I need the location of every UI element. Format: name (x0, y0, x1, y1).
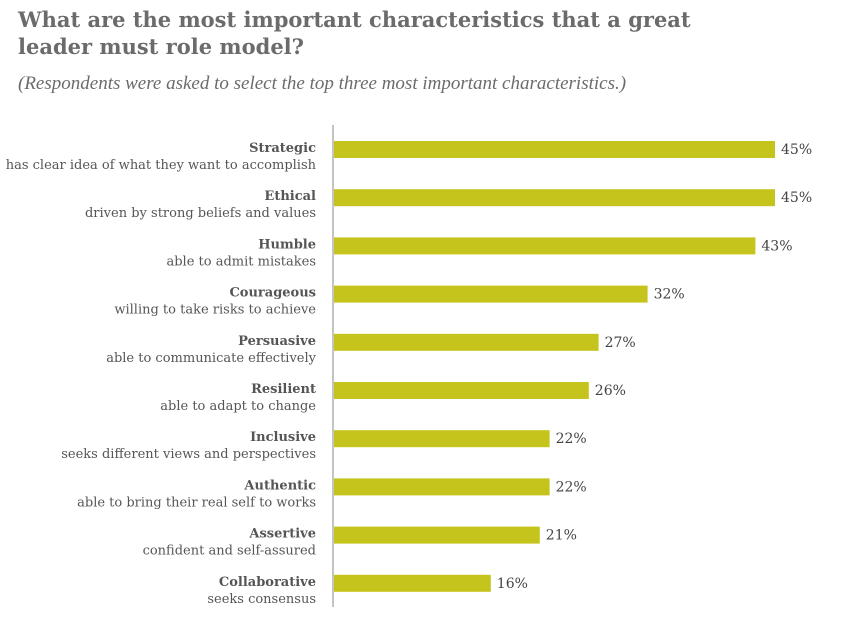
category-name: Persuasive (238, 334, 316, 349)
value-label: 27% (605, 335, 636, 351)
category-description: seeks consensus (207, 592, 316, 607)
category-description: able to communicate effectively (106, 351, 316, 366)
value-label: 22% (556, 479, 587, 495)
chart-title: What are the most important characterist… (18, 7, 691, 59)
category-description: willing to take risks to achieve (114, 303, 316, 318)
value-label: 16% (497, 576, 528, 592)
category-name: Resilient (251, 382, 316, 397)
bar-humble (334, 237, 756, 255)
bar-authentic (334, 478, 550, 496)
category-name: Humble (258, 237, 316, 252)
value-label: 22% (556, 431, 587, 447)
bar-ethical (334, 189, 775, 207)
value-label: 45% (781, 190, 812, 206)
category-name: Courageous (229, 286, 316, 301)
category-description: able to adapt to change (160, 399, 316, 414)
bar-resilient (334, 382, 589, 399)
category-name: Inclusive (250, 430, 316, 445)
category-name: Strategic (249, 141, 316, 156)
chart-subtitle: (Respondents were asked to select the to… (18, 73, 627, 94)
value-label: 32% (654, 287, 685, 303)
category-description: able to bring their real self to works (77, 495, 316, 510)
category-description: driven by strong beliefs and values (85, 206, 316, 221)
category-name: Ethical (264, 189, 316, 204)
bar-inclusive (334, 430, 550, 448)
bar-courageous (334, 285, 648, 303)
category-description: has clear idea of what they want to acco… (6, 158, 317, 173)
category-name: Collaborative (219, 575, 316, 590)
bar-strategic (334, 141, 775, 158)
value-label: 21% (546, 528, 577, 544)
value-label: 43% (761, 238, 792, 254)
category-description: able to admit mistakes (166, 254, 316, 269)
bar-persuasive (334, 333, 599, 351)
value-label: 26% (595, 383, 626, 399)
category-name: Assertive (248, 527, 316, 542)
category-description: confident and self-assured (143, 544, 316, 559)
category-name: Authentic (243, 478, 316, 493)
category-description: seeks different views and perspectives (61, 447, 316, 462)
value-label: 45% (781, 142, 812, 158)
bar-collaborative (334, 574, 491, 592)
bar-assertive (334, 526, 540, 544)
